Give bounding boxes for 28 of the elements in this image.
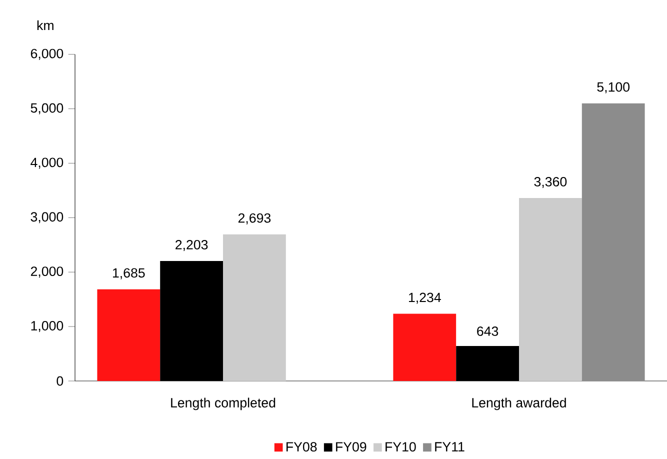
data-label: 643 bbox=[477, 326, 498, 336]
y-tick-label: 5,000 bbox=[30, 103, 64, 114]
legend-label: FY11 bbox=[435, 442, 464, 452]
y-tick-label: 3,000 bbox=[30, 212, 64, 224]
y-tick-label: 2,000 bbox=[30, 266, 64, 278]
bar bbox=[223, 234, 286, 381]
data-label: 1,685 bbox=[113, 268, 145, 280]
data-label: 2,203 bbox=[176, 240, 208, 252]
y-tick-label: 1,000 bbox=[31, 321, 64, 332]
bar bbox=[393, 314, 456, 381]
legend-label: FY09 bbox=[336, 442, 366, 452]
legend-label: FY08 bbox=[286, 442, 317, 452]
y-tick-label: 4,000 bbox=[30, 158, 64, 169]
data-label: 1,234 bbox=[408, 292, 441, 304]
data-label: 5,100 bbox=[597, 82, 630, 94]
y-axis-title: km bbox=[37, 20, 54, 30]
bar bbox=[160, 261, 224, 381]
data-label: 3,360 bbox=[534, 177, 567, 188]
bar bbox=[519, 198, 582, 381]
x-tick-label: Length completed bbox=[171, 398, 276, 410]
bar bbox=[582, 103, 645, 381]
data-label: 2,693 bbox=[238, 213, 271, 224]
legend-label: FY10 bbox=[386, 442, 416, 452]
bar bbox=[456, 346, 519, 381]
y-tick-label: 0 bbox=[56, 376, 64, 386]
y-tick-label: 6,000 bbox=[30, 48, 64, 60]
x-tick-label: Length awarded bbox=[472, 398, 566, 410]
bar bbox=[97, 289, 160, 381]
